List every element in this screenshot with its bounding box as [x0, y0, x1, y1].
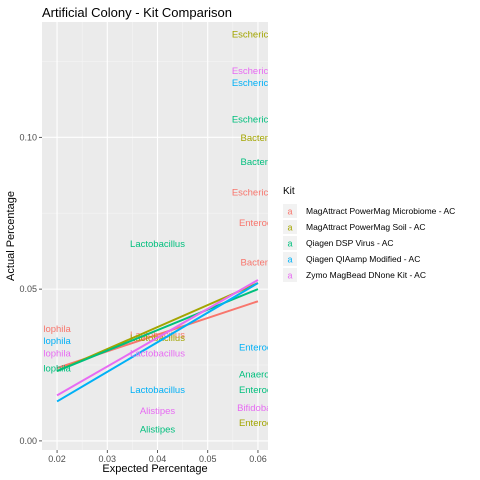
- series-group: lophila Lactobacillus Enteroco Escherichia-: [43, 78, 284, 403]
- x-tick-label: 0.03: [99, 454, 117, 464]
- legend-label: MagAttract PowerMag Microbiome - AC: [306, 206, 455, 216]
- legend-label: Qiagen QIAamp Modified - AC: [306, 254, 420, 264]
- legend-key: [283, 268, 297, 282]
- point-label: lophila: [43, 364, 71, 375]
- legend-key-glyph: a: [287, 239, 292, 249]
- legend-key-glyph: a: [287, 207, 292, 217]
- y-tick-label: 0.00: [19, 436, 37, 446]
- series-group: lophila Lactobacillus Alistipes Bifidobact E…: [43, 66, 284, 417]
- point-label: Bifidobact: [237, 403, 279, 414]
- y-tick-label: 0.10: [19, 132, 37, 142]
- chart-title: Artificial Colony - Kit Comparison: [42, 5, 232, 20]
- y-axis-title: Actual Percentage: [5, 191, 17, 281]
- point-label: Bacteroi: [241, 257, 276, 268]
- point-label: lophila: [43, 348, 71, 359]
- point-label: Lactobacillus: [130, 348, 185, 359]
- plot-panel: [42, 22, 268, 450]
- point-label: Lactobacillus: [130, 385, 185, 396]
- trend-line: [56, 282, 259, 403]
- legend-key: [283, 236, 297, 250]
- point-label: Enteroco: [239, 342, 277, 353]
- axes: 0.02 0.03 0.04 0.05 0.06 0.00 0.05 0.10: [19, 132, 266, 464]
- legend-key-glyph: a: [287, 223, 292, 233]
- legend-key: [283, 204, 297, 218]
- point-label: Bacteroi: [241, 157, 276, 168]
- legend-label: Zymo MagBead DNone Kit - AC: [306, 270, 426, 280]
- point-label: Enteroco: [239, 418, 277, 429]
- point-label: Escherichia-: [232, 187, 284, 198]
- point-label: Lactobacillus: [130, 239, 185, 250]
- legend-key: [283, 220, 297, 234]
- legend: Kit a MagAttract PowerMag Microbiome - AC…: [283, 186, 455, 282]
- point-label: lophila: [43, 324, 71, 335]
- x-axis-title: Expected Percentage: [102, 463, 207, 475]
- trend-line: [56, 279, 259, 397]
- y-tick-label: 0.05: [19, 284, 37, 294]
- legend-label: Qiagen DSP Virus - AC: [306, 238, 394, 248]
- x-tick-label: 0.04: [149, 454, 167, 464]
- series-layer: lophila Lactobacillus Bacteroi Enteroco Esch…: [43, 30, 284, 436]
- point-label: Enteroco: [239, 218, 277, 229]
- point-label: Enteroco: [239, 385, 277, 396]
- x-tick-label: 0.05: [199, 454, 217, 464]
- point-label: Escherichia-: [232, 78, 284, 89]
- grid: [42, 22, 268, 450]
- legend-label: MagAttract PowerMag Soil - AC: [306, 222, 426, 232]
- point-label: Escherichia-: [232, 66, 284, 77]
- point-label: Lactobacillus: [130, 330, 185, 341]
- point-label: Escherichia-: [232, 115, 284, 126]
- legend-key-glyph: a: [287, 255, 292, 265]
- x-tick-label: 0.02: [48, 454, 66, 464]
- legend-key: [283, 252, 297, 266]
- point-label: Anaerost: [239, 370, 277, 381]
- point-label: Escherichia-: [232, 30, 284, 41]
- legend-title: Kit: [283, 186, 295, 197]
- point-label: Alistipes: [140, 424, 176, 435]
- legend-key-glyph: a: [287, 271, 292, 281]
- x-tick-label: 0.06: [249, 454, 267, 464]
- point-label: Bacteroi: [241, 133, 276, 144]
- point-label: Alistipes: [140, 406, 176, 417]
- point-label: lophila: [43, 336, 71, 347]
